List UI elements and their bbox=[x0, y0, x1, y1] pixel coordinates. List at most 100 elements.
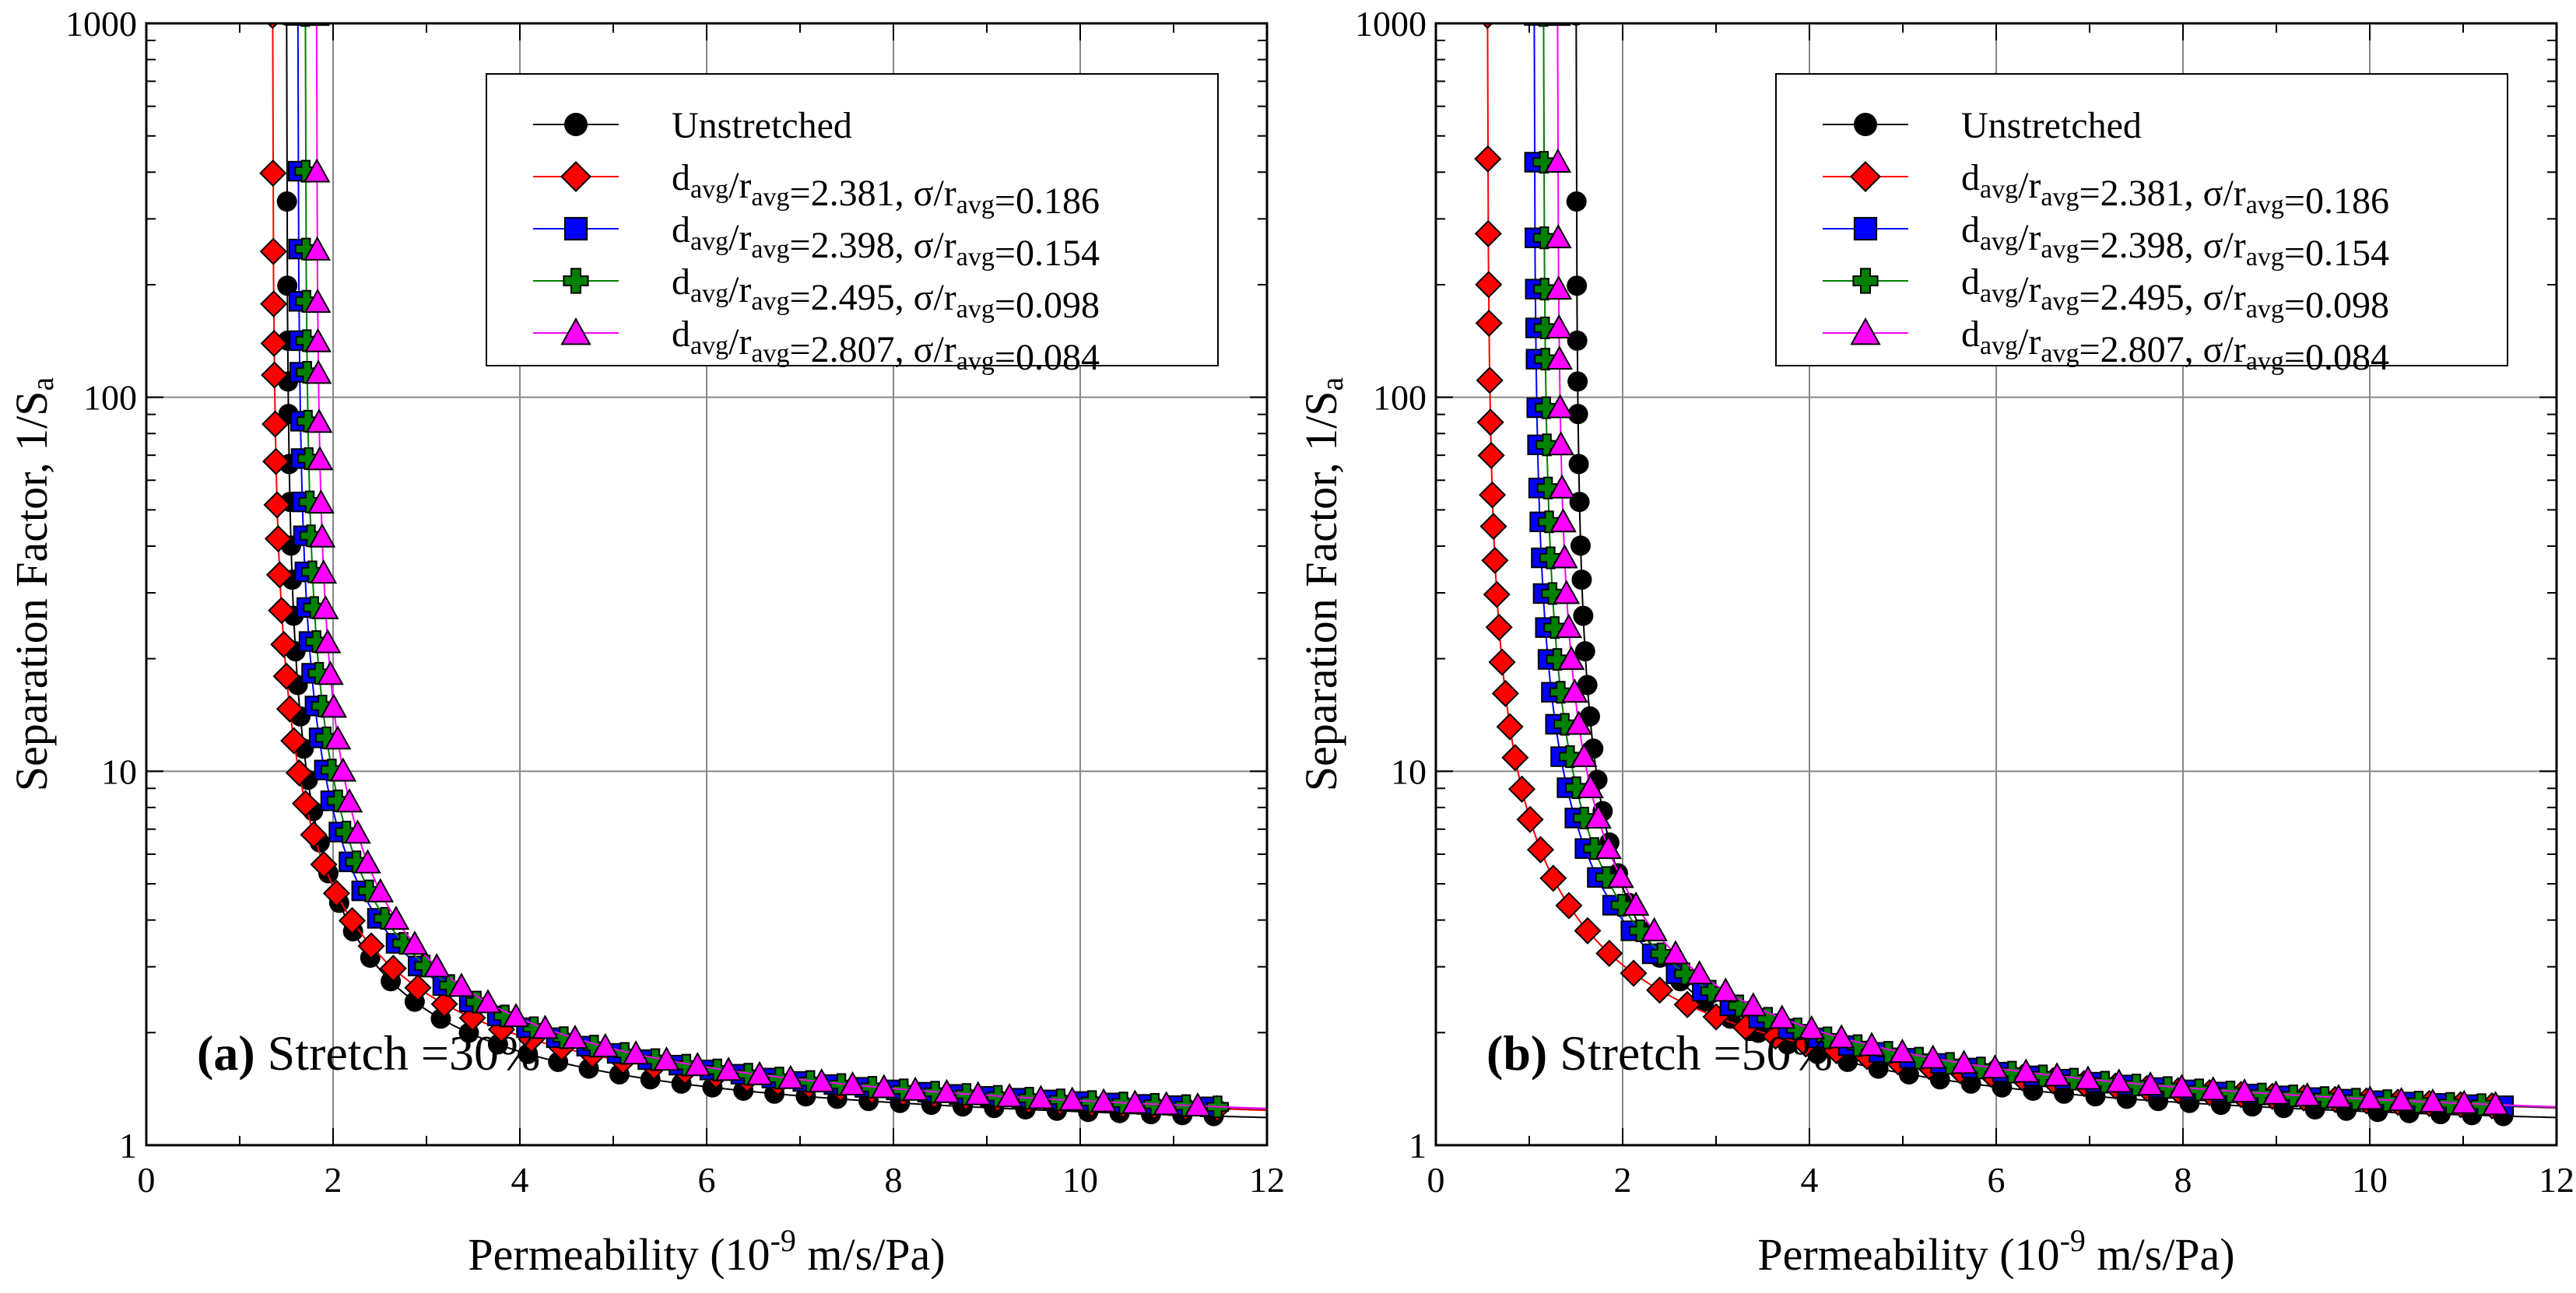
series-marker-1 bbox=[260, 290, 288, 318]
legend-subscript: avg bbox=[2041, 339, 2079, 368]
legend-text-part: =0.098 bbox=[2284, 285, 2389, 326]
legend-subscript: avg bbox=[690, 175, 728, 204]
legend-subscript: avg bbox=[2041, 287, 2079, 316]
series-marker-3 bbox=[1595, 866, 1618, 889]
legend-subscript: avg bbox=[751, 287, 789, 316]
series-marker-3 bbox=[2282, 1085, 2305, 1108]
series-marker-4 bbox=[1544, 23, 1571, 26]
legend-text-part: /r bbox=[2018, 321, 2041, 363]
legend-label-1: davg/ravg=2.381, σ/ravg=0.186 bbox=[672, 157, 1100, 222]
series-marker-4 bbox=[2230, 1078, 2258, 1103]
series-marker-3 bbox=[2219, 1081, 2242, 1104]
legend-text-part: d bbox=[672, 314, 690, 355]
series-marker-4 bbox=[382, 905, 410, 930]
series-marker-1 bbox=[379, 955, 407, 983]
series-marker-4 bbox=[314, 629, 342, 654]
series-marker-3 bbox=[1539, 546, 1562, 569]
x-tick-label: 8 bbox=[2174, 1160, 2192, 1200]
series-marker-3 bbox=[1538, 510, 1561, 534]
series-marker-1 bbox=[265, 561, 293, 589]
series-marker-4 bbox=[304, 236, 331, 261]
legend-subscript: avg bbox=[1980, 331, 2018, 360]
series-marker-1 bbox=[285, 759, 313, 787]
legend-label-1: davg/ravg=2.381, σ/ravg=0.186 bbox=[1961, 157, 2389, 222]
x-tick-label: 4 bbox=[511, 1160, 529, 1200]
series-marker-4 bbox=[1544, 148, 1572, 173]
series-marker-4 bbox=[317, 661, 344, 685]
series-marker-4 bbox=[901, 1076, 929, 1101]
series-marker-3 bbox=[1546, 648, 1569, 671]
series-marker-1 bbox=[430, 990, 458, 1018]
series-marker-4 bbox=[746, 1060, 774, 1085]
y-tick-label: 10 bbox=[1391, 752, 1427, 791]
series-marker-4 bbox=[311, 594, 339, 619]
series-marker-1 bbox=[1507, 775, 1536, 803]
series-marker-1 bbox=[1526, 836, 1555, 864]
x-tick-label: 2 bbox=[325, 1160, 342, 1200]
legend-label-4: davg/ravg=2.807, σ/ravg=0.084 bbox=[1961, 314, 2389, 378]
series-marker-1 bbox=[1488, 648, 1516, 676]
legend-text-part: =0.186 bbox=[2284, 180, 2389, 222]
series-marker-1 bbox=[1474, 219, 1502, 247]
legend-label-0: Unstretched bbox=[672, 105, 852, 146]
series-marker-4 bbox=[303, 23, 330, 26]
x-axis-label-main: Permeability (10 bbox=[1757, 1229, 2059, 1280]
series-marker-1 bbox=[259, 159, 287, 187]
legend-text-part: =0.098 bbox=[995, 285, 1100, 326]
x-tick-label: 2 bbox=[1614, 1160, 1632, 1200]
series-marker-4 bbox=[1546, 345, 1574, 370]
series-marker-1 bbox=[262, 447, 290, 475]
series-marker-3 bbox=[1532, 150, 1556, 173]
series-marker-3 bbox=[1553, 713, 1577, 736]
series-marker-4 bbox=[1585, 804, 1612, 829]
panel-label-1: (b) Stretch =50% bbox=[1486, 1025, 1833, 1081]
series-marker-1 bbox=[1516, 805, 1544, 833]
legend-subscript: avg bbox=[751, 235, 789, 264]
series-marker-1 bbox=[310, 850, 338, 878]
x-tick-label: 10 bbox=[1062, 1160, 1098, 1200]
series-marker-4 bbox=[502, 1003, 530, 1028]
series-marker-4 bbox=[307, 489, 335, 514]
series-marker-3 bbox=[1534, 348, 1557, 371]
panel-caption: Stretch =30% bbox=[268, 1025, 541, 1081]
legend-subscript: avg bbox=[1980, 175, 2018, 204]
series-marker-4 bbox=[2419, 1088, 2447, 1113]
legend-subscript: avg bbox=[2041, 235, 2079, 264]
series-marker-0 bbox=[1567, 371, 1588, 392]
series-marker-1 bbox=[1485, 613, 1513, 641]
legend-text-part: =0.154 bbox=[995, 233, 1100, 274]
series-marker-3 bbox=[1610, 894, 1634, 917]
series-marker-4 bbox=[2357, 1085, 2384, 1110]
series-marker-4 bbox=[1798, 1014, 1826, 1039]
series-marker-4 bbox=[870, 1074, 898, 1099]
series-marker-4 bbox=[1561, 678, 1588, 703]
x-tick-label: 10 bbox=[2352, 1160, 2388, 1200]
series-marker-3 bbox=[2250, 1082, 2273, 1106]
legend-text-part: d bbox=[672, 261, 690, 303]
y-axis-label-1: Separation Factor, 1/Sa bbox=[1296, 377, 1349, 792]
x-tick-label: 12 bbox=[2539, 1160, 2574, 1200]
series-marker-4 bbox=[354, 849, 381, 874]
legend-box bbox=[486, 73, 1219, 366]
series-marker-4 bbox=[532, 1014, 559, 1039]
x-tick-label: 6 bbox=[1988, 1160, 2006, 1200]
series-marker-4 bbox=[683, 1052, 711, 1077]
panel-letter: (a) bbox=[197, 1025, 255, 1081]
series-marker-4 bbox=[474, 989, 502, 1014]
series-marker-4 bbox=[2105, 1068, 2133, 1093]
y-tick-label: 1 bbox=[119, 1126, 137, 1165]
series-marker-2 bbox=[287, 23, 308, 26]
chart-panel-0: 0 2 4 6 8 10 121101001000Unstretcheddavg/ravg=… bbox=[6, 4, 1285, 1280]
series-marker-4 bbox=[423, 953, 451, 978]
legend-text-part: d bbox=[672, 157, 690, 198]
series-marker-4 bbox=[1577, 773, 1604, 799]
series-marker-4 bbox=[1549, 508, 1577, 533]
series-marker-4 bbox=[1546, 394, 1574, 419]
legend-marker-1 bbox=[560, 160, 592, 193]
series-marker-1 bbox=[1479, 513, 1507, 541]
chart-panel-1: 0 2 4 6 8 10 121101001000Unstretcheddavg/ravg=… bbox=[1296, 4, 2574, 1280]
series-marker-1 bbox=[338, 906, 367, 934]
series-marker-4 bbox=[335, 788, 363, 813]
series-marker-3 bbox=[1583, 837, 1606, 860]
